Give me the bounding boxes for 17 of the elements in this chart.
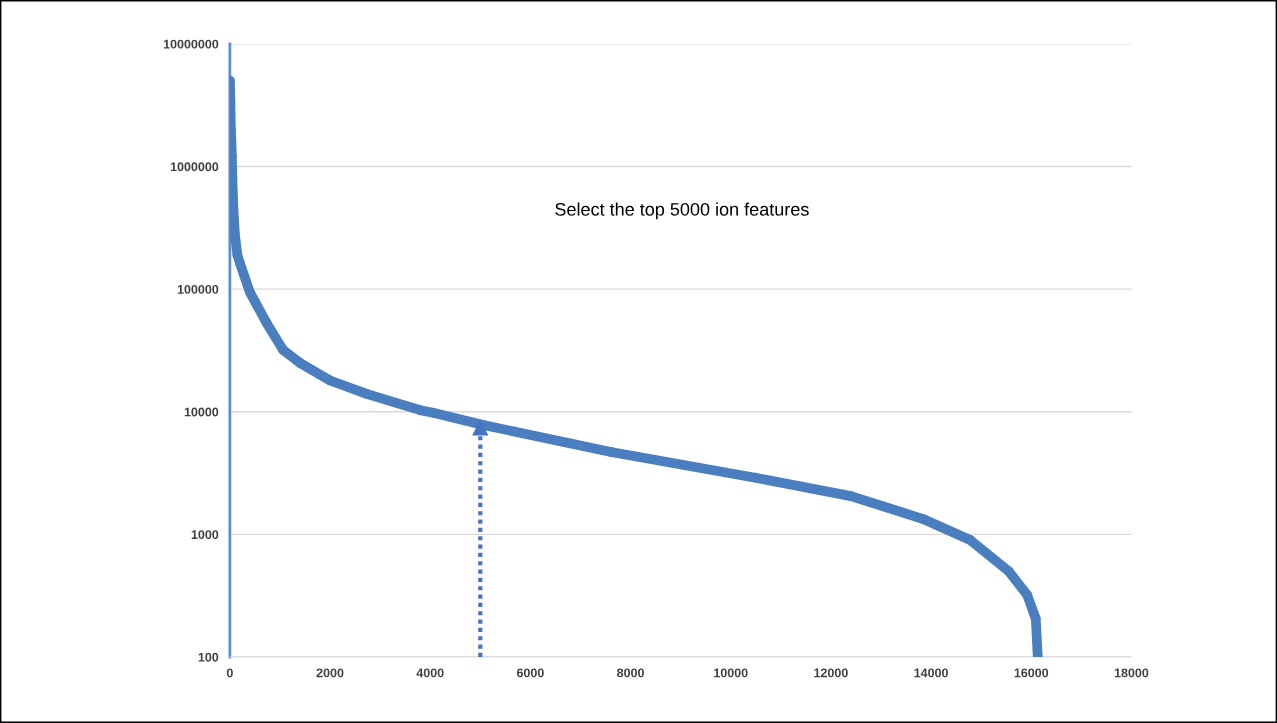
x-tick-label: 18000 (1114, 668, 1149, 678)
annotation: Select the top 5000 ion features (555, 202, 809, 220)
x-tick-label: 4000 (416, 668, 444, 678)
x-tick-label: 2000 (316, 668, 344, 678)
x-tick-label: 8000 (617, 668, 644, 678)
x-tick-label: 6000 (516, 668, 544, 678)
x-tick-label: 12000 (814, 668, 848, 678)
y-tick-label: 10000 (184, 407, 219, 417)
x-tick-label: 14000 (914, 668, 948, 678)
x-tick-label: 16000 (1014, 668, 1049, 678)
y-tick-label: 1000000 (170, 162, 219, 172)
x-tick-label: 10000 (714, 668, 748, 678)
y-tick-label: 1000 (191, 530, 219, 540)
y-tick-label: 100000 (177, 284, 219, 294)
x-tick-label: 0 (226, 668, 233, 678)
y-tick-label: 10000000 (163, 39, 219, 49)
y-tick-label: 100 (198, 652, 219, 662)
